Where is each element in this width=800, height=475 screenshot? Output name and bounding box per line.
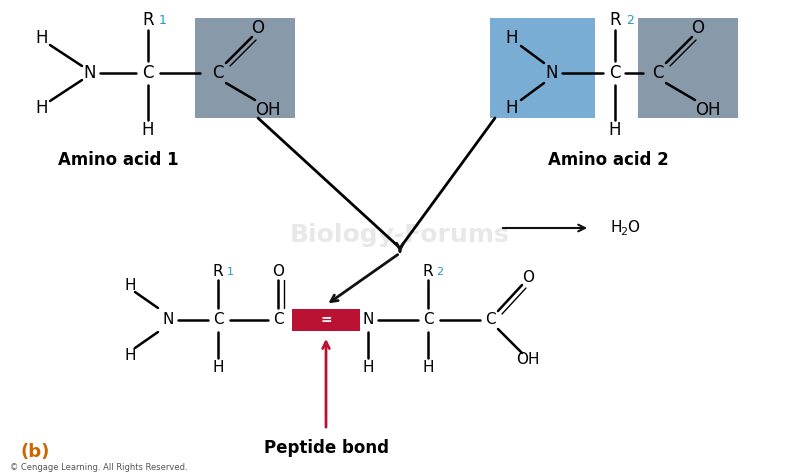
Text: (b): (b) (20, 443, 50, 461)
Text: R: R (142, 11, 154, 29)
Text: O: O (272, 265, 284, 279)
Text: O: O (251, 19, 265, 37)
Bar (292, 309, 360, 331)
Text: H: H (212, 361, 224, 376)
Text: OH: OH (255, 101, 281, 119)
Text: C: C (485, 313, 495, 327)
Text: O: O (627, 220, 639, 236)
Text: =: = (320, 313, 332, 327)
Text: C: C (273, 313, 283, 327)
Text: N: N (84, 64, 96, 82)
Text: OH: OH (695, 101, 721, 119)
Text: H: H (610, 220, 622, 236)
Text: 2: 2 (621, 227, 627, 237)
Text: R: R (213, 265, 223, 279)
Text: 2: 2 (437, 267, 443, 277)
Text: O: O (522, 270, 534, 285)
Bar (490, 18, 595, 118)
Text: © Cengage Learning. All Rights Reserved.: © Cengage Learning. All Rights Reserved. (10, 464, 188, 473)
Text: H: H (142, 121, 154, 139)
Text: R: R (609, 11, 621, 29)
Text: N: N (162, 313, 174, 327)
Text: C: C (213, 313, 223, 327)
Text: 2: 2 (626, 13, 634, 27)
Text: Biology-Forums: Biology-Forums (290, 223, 510, 247)
Text: 1: 1 (226, 267, 234, 277)
Text: N: N (362, 313, 374, 327)
Bar (195, 18, 295, 118)
Text: O: O (691, 19, 705, 37)
Text: H: H (36, 99, 48, 117)
Text: C: C (142, 64, 154, 82)
Text: H: H (609, 121, 622, 139)
Text: Amino acid 2: Amino acid 2 (548, 151, 668, 169)
Text: H: H (362, 361, 374, 376)
Text: H: H (506, 99, 518, 117)
Text: 1: 1 (159, 13, 167, 27)
Text: H: H (124, 348, 136, 362)
Text: C: C (652, 64, 664, 82)
Text: H: H (506, 29, 518, 47)
Text: OH: OH (516, 352, 540, 368)
Text: C: C (212, 64, 224, 82)
Text: C: C (610, 64, 621, 82)
Text: H: H (36, 29, 48, 47)
Text: Peptide bond: Peptide bond (263, 439, 389, 457)
Text: R: R (422, 265, 434, 279)
Text: H: H (124, 277, 136, 293)
Text: H: H (422, 361, 434, 376)
Text: N: N (546, 64, 558, 82)
Text: C: C (422, 313, 434, 327)
Text: Amino acid 1: Amino acid 1 (58, 151, 178, 169)
Bar (638, 18, 738, 118)
